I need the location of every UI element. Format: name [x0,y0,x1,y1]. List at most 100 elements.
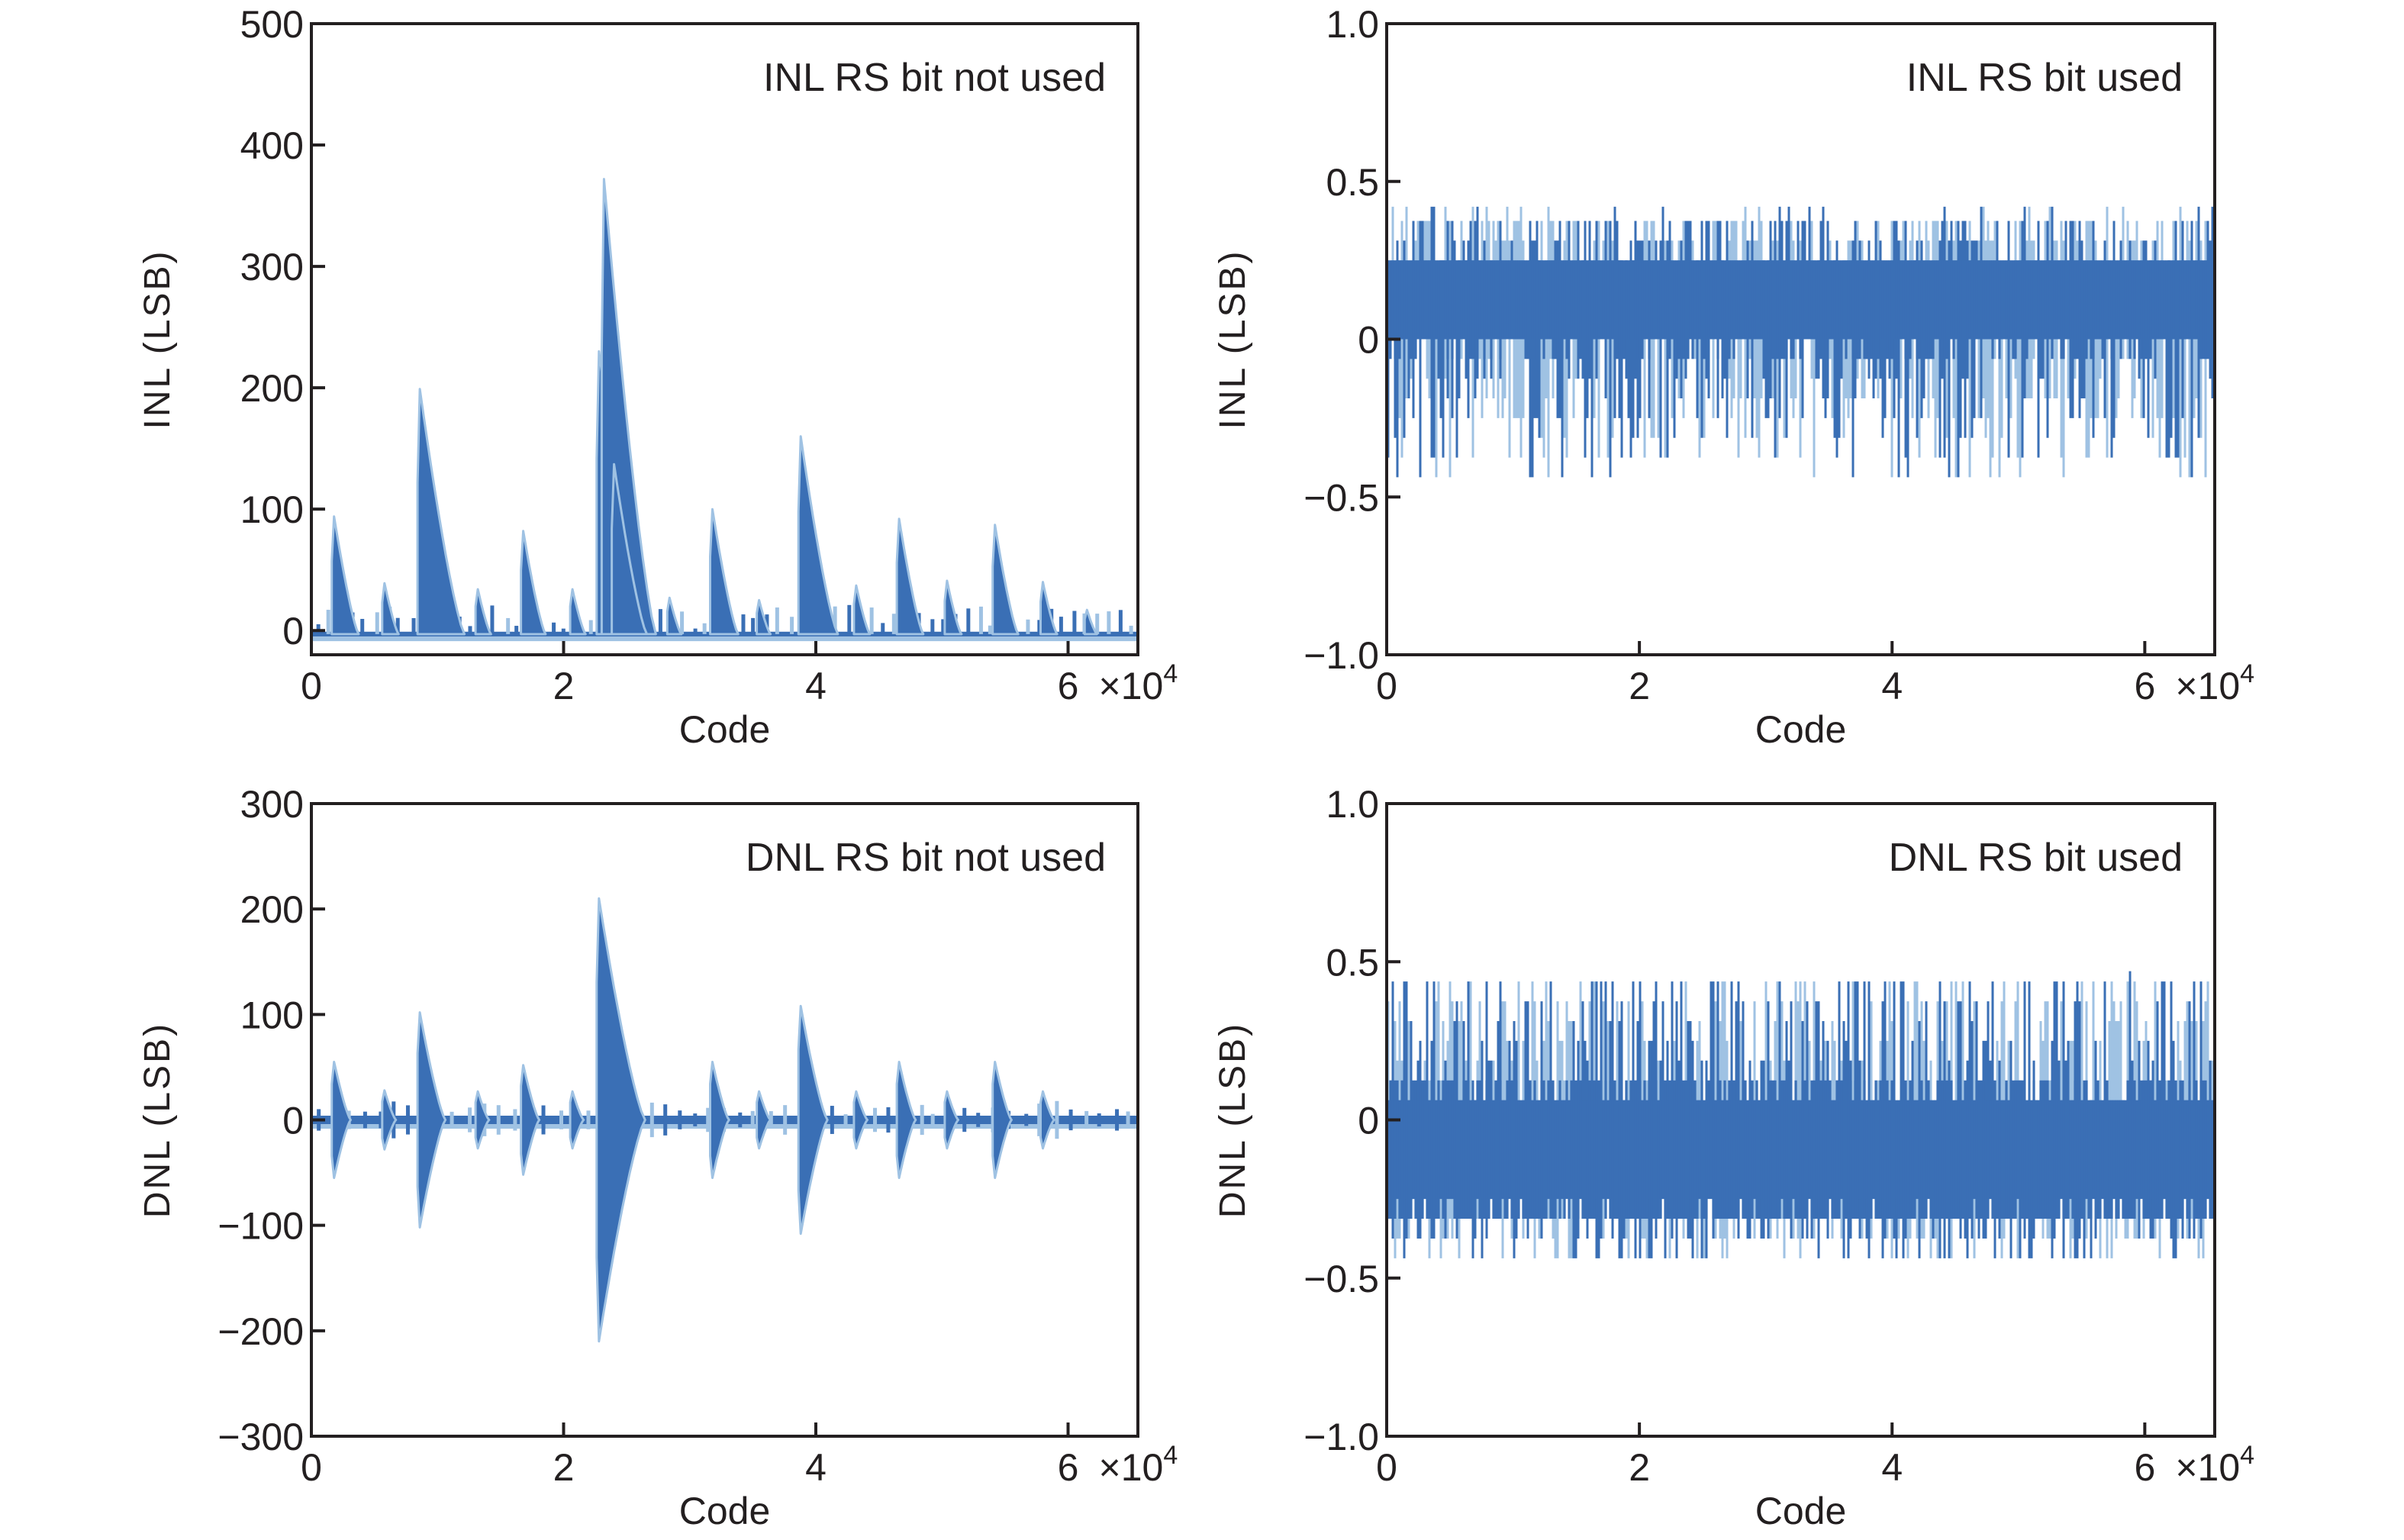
panel-dnl-not-used: 0 2 4 6 ×104 −300 −200 −100 0 100 200 300 DNL RS bi… [137,783,1178,1532]
major-spike [797,1004,829,1236]
major-spike [474,588,492,636]
x-multiplier: ×104 [1099,1441,1178,1489]
x-axis-label: Code [679,1490,771,1532]
y-tick-label: −1.0 [1304,1416,1379,1458]
series-layer [313,178,1136,642]
major-spike [943,579,963,636]
y-tick-label: 300 [240,783,304,826]
x-tick-label: 6 [1058,665,1079,707]
ticks: 0 2 4 6 ×104 −1.0 −0.5 0 0.5 1.0 [1304,783,2254,1489]
major-spike [416,388,466,636]
x-tick-label: 2 [1629,665,1650,707]
x-tick-label: 4 [805,1446,827,1489]
y-tick-label: 0.5 [1326,161,1379,204]
y-tick-label: 0.5 [1326,941,1379,984]
y-axis-label: DNL (LSB) [1213,1022,1253,1218]
y-tick-label: 100 [240,994,304,1036]
series-layer [313,897,1136,1343]
x-multiplier: ×104 [1099,659,1178,707]
x-tick-label: 0 [301,665,322,707]
panel-annotation: INL RS bit used [1906,56,2183,100]
x-tick-label: 0 [301,1446,322,1489]
major-spike [520,1064,541,1176]
y-tick-label: 0 [282,1100,304,1142]
panel-annotation: INL RS bit not used [763,56,1106,100]
major-spike [416,1011,447,1229]
major-spike [709,1061,730,1179]
major-spike [756,1090,772,1150]
major-spike [991,1061,1013,1179]
y-axis-label: DNL (LSB) [137,1022,178,1218]
y-axis-label: INL (LSB) [1213,250,1253,430]
major-spike [895,517,925,636]
y-tick-label: 1.0 [1326,3,1379,46]
major-spike [991,524,1020,636]
x-multiplier: ×104 [2175,659,2254,707]
baseline-band-light [313,636,1136,642]
plot-area [1387,206,2214,478]
major-spike [569,588,587,636]
major-spike [330,1061,352,1179]
major-spike [474,1090,491,1150]
plot-area [313,897,1136,1343]
major-spike [665,596,683,636]
x-tick-label: 4 [1881,1446,1903,1489]
y-tick-label: 200 [240,367,304,410]
major-spike [852,584,872,636]
major-spike [895,1061,917,1179]
y-tick-label: 300 [240,246,304,288]
major-spike [611,462,649,636]
major-spike [756,598,772,636]
ticks: 0 2 4 6 ×104 −300 −200 −100 0 100 200 300 [218,783,1178,1489]
x-tick-label: 0 [1376,1446,1397,1489]
y-tick-label: 200 [240,888,304,931]
x-tick-label: 0 [1376,665,1397,707]
major-spike [1039,1090,1055,1150]
x-tick-label: 6 [2134,665,2155,707]
series-core-layer [1387,260,2214,359]
ticks: 0 2 4 6 ×104 0 100 200 300 400 500 [240,3,1178,707]
x-tick-label: 2 [553,1446,575,1489]
panel-dnl-used: 0 2 4 6 ×104−1.0−0.500.51.0 DNL RS bit used … [1213,783,2254,1532]
major-spike [1039,581,1059,636]
x-tick-label: 4 [805,665,827,707]
y-tick-label: 100 [240,488,304,531]
y-tick-label: −300 [218,1416,304,1458]
series-core-layer [1387,1080,2214,1219]
major-spike [569,1090,585,1150]
y-axis-label: INL (LSB) [137,250,178,430]
x-tick-label: 2 [553,665,575,707]
y-tick-label: 1.0 [1326,783,1379,826]
y-tick-label: −0.5 [1304,1258,1379,1300]
x-tick-label: 6 [2134,1446,2155,1489]
y-tick-label: 400 [240,124,304,167]
major-spike [330,515,360,636]
x-axis-label: Code [679,708,771,751]
x-axis-label: Code [1755,1490,1847,1532]
major-spike [381,1089,398,1151]
axes-frame [310,22,1139,656]
plot-area [313,178,1136,642]
panel-inl-used: 0 2 4 6 ×104−1.0−0.500.51.0 INL RS bit used … [1213,3,2254,751]
panel-annotation: DNL RS bit used [1889,836,2183,880]
y-tick-label: −0.5 [1304,476,1379,519]
x-tick-label: 4 [1881,665,1903,707]
major-spike [1083,608,1098,636]
x-tick-label: 2 [1629,1446,1650,1489]
major-spike [709,507,740,636]
y-tick-label: 0 [282,610,304,652]
x-axis-label: Code [1755,708,1847,751]
panel-inl-not-used: 0 2 4 6 ×104 0 100 200 300 400 500 INL RS bit not … [137,3,1178,751]
y-tick-label: 500 [240,3,304,46]
major-spike [381,582,400,636]
major-spike [797,435,839,636]
major-spike [943,1090,960,1150]
x-tick-label: 6 [1058,1446,1079,1489]
x-multiplier: ×104 [2175,1441,2254,1489]
y-tick-label: −1.0 [1304,634,1379,677]
major-spike [595,897,646,1343]
panel-annotation: DNL RS bit not used [746,836,1106,880]
y-tick-label: 0 [1358,1100,1379,1142]
ticks: 0 2 4 6 ×104 −1.0 −0.5 0 0.5 1.0 [1304,3,2254,707]
